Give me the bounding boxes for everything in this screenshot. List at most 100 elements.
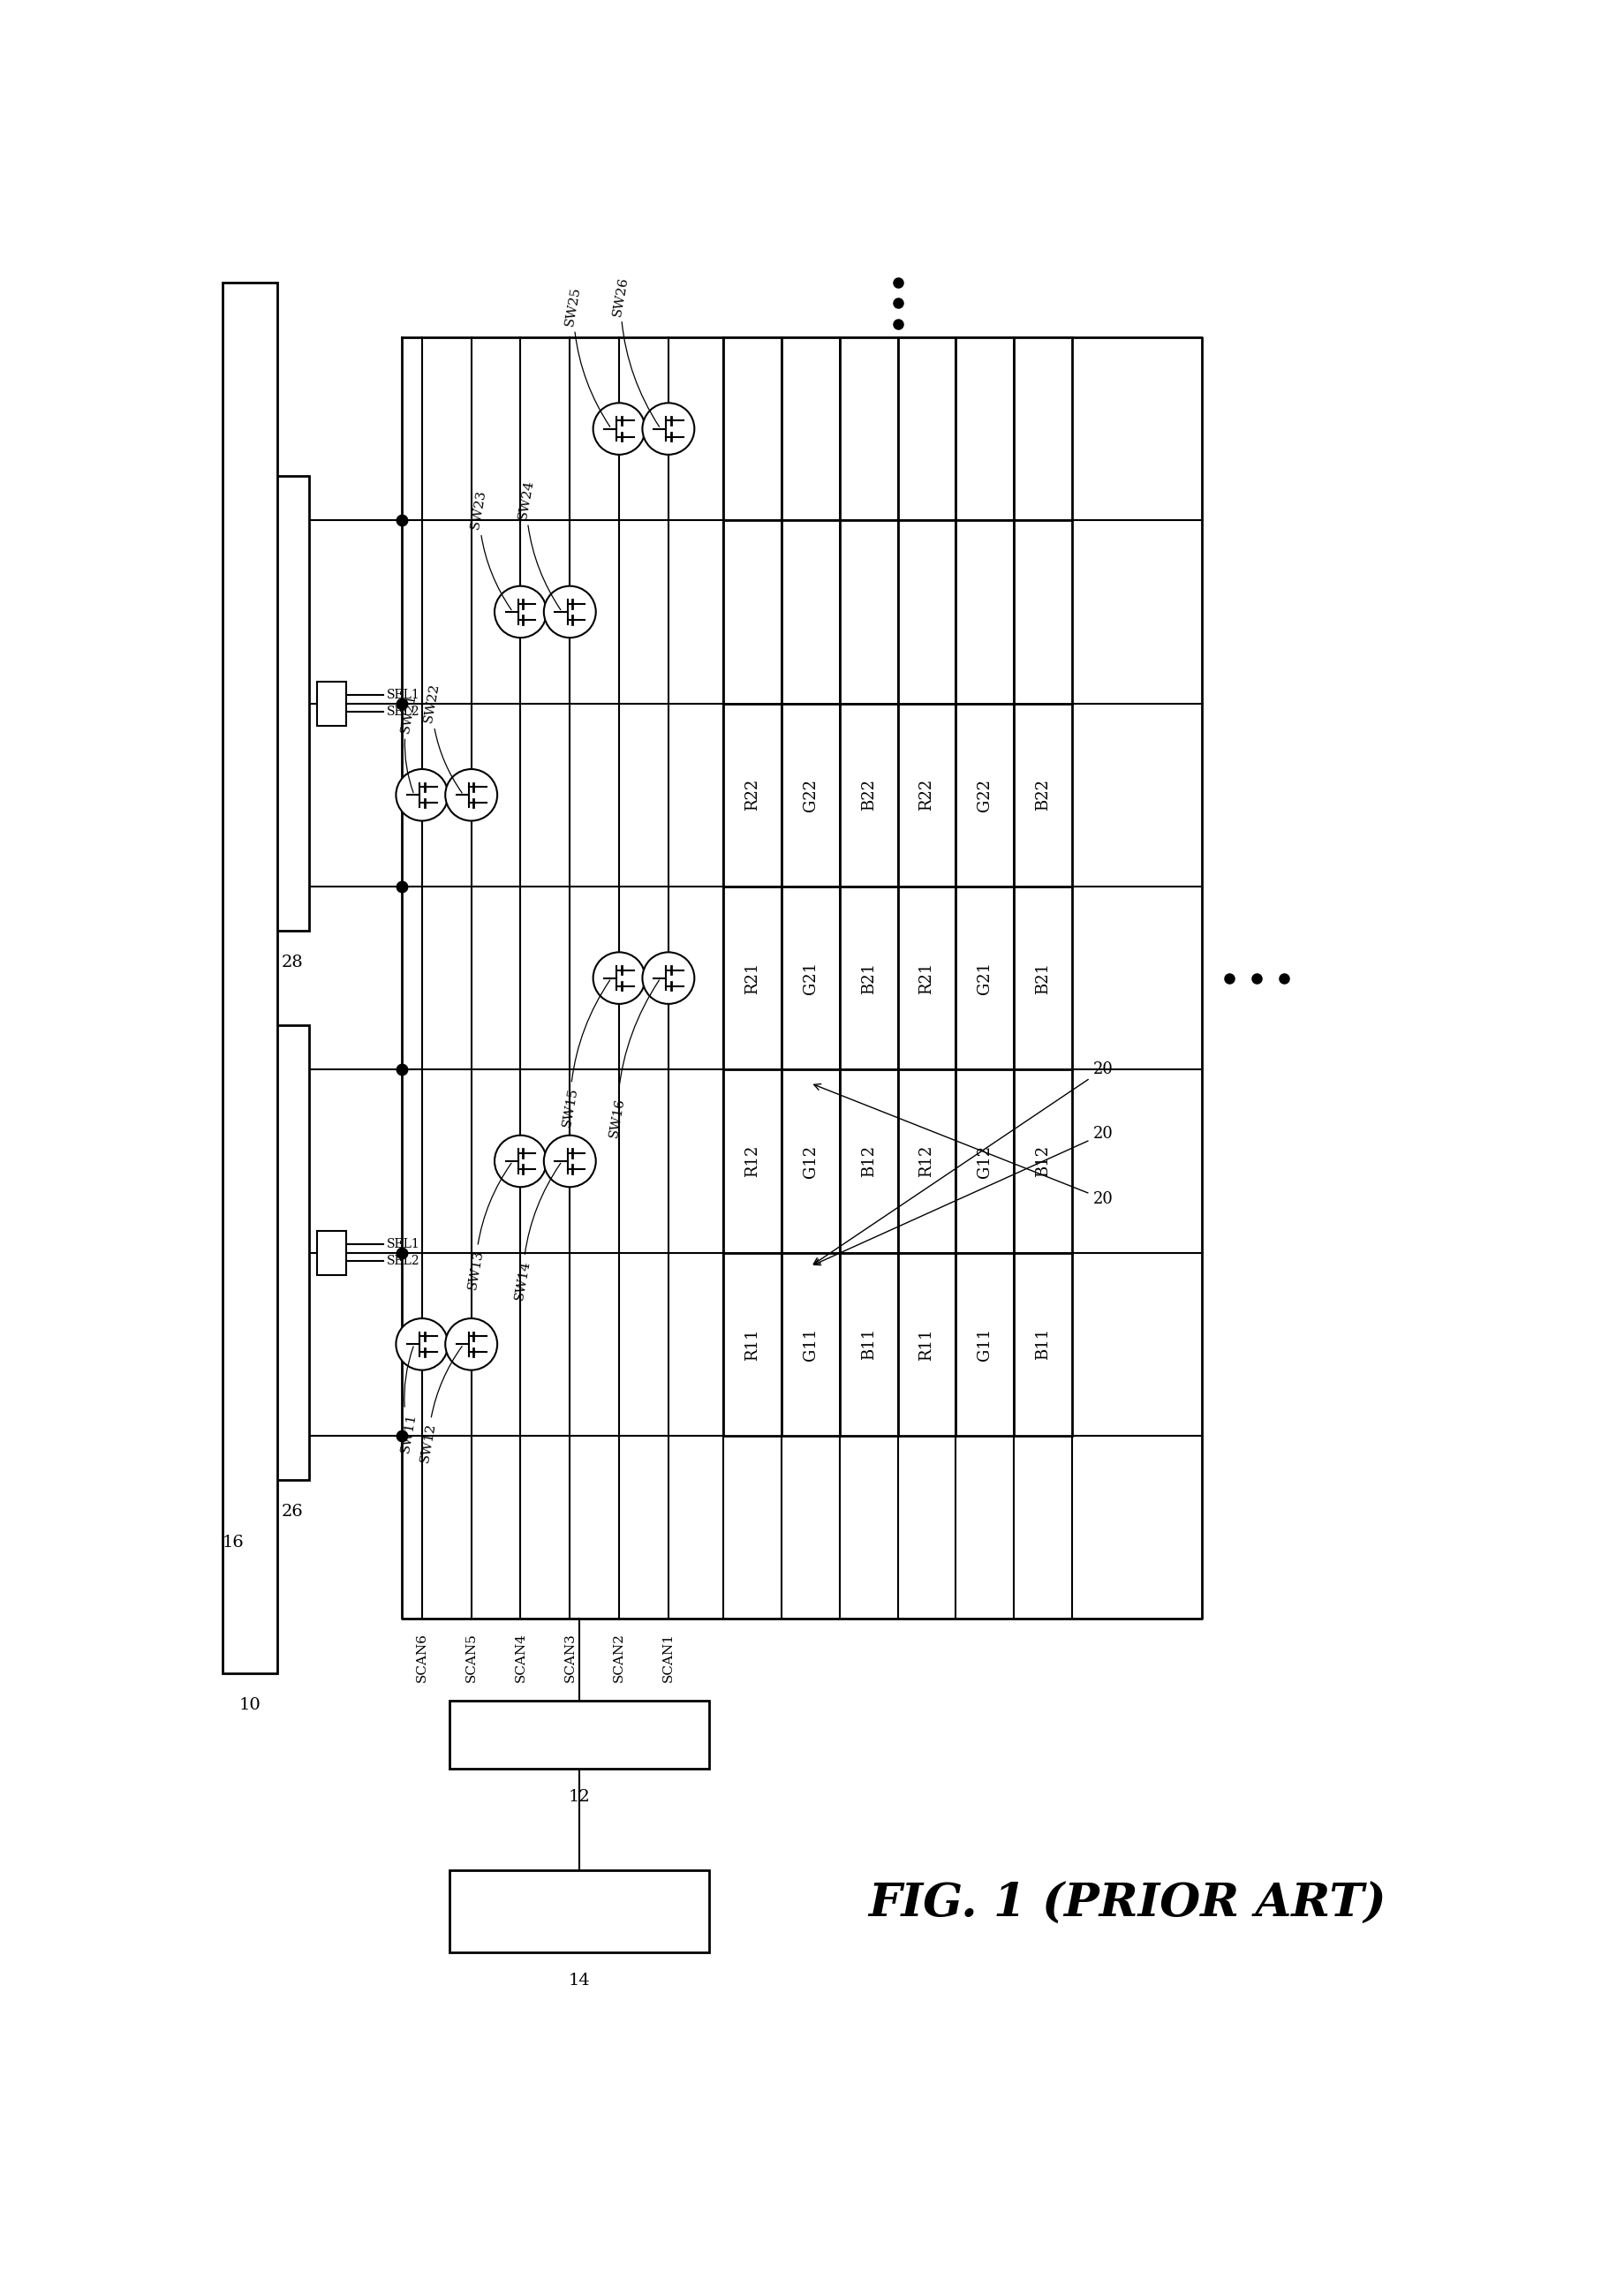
Text: B21: B21 (1034, 961, 1051, 995)
Circle shape (593, 952, 645, 1004)
Text: 14: 14 (568, 1972, 591, 1988)
Text: G11: G11 (978, 1327, 992, 1361)
Text: SW13: SW13 (466, 1163, 512, 1290)
Circle shape (544, 586, 596, 638)
Text: SEL1: SEL1 (387, 1238, 421, 1250)
Text: B12: B12 (1034, 1145, 1051, 1177)
Bar (723, 520, 781, 704)
Bar (1013, 886, 1072, 1070)
Circle shape (643, 952, 695, 1004)
Circle shape (445, 770, 497, 820)
Bar (840, 1252, 898, 1436)
Text: B11: B11 (1034, 1329, 1051, 1361)
Text: SW21: SW21 (400, 693, 417, 793)
Bar (781, 520, 840, 704)
Bar (1013, 520, 1072, 704)
Bar (957, 1070, 1013, 1252)
Text: 12: 12 (568, 1788, 591, 1804)
Text: SW26: SW26 (611, 275, 659, 427)
Bar (1013, 704, 1072, 886)
Text: 16: 16 (222, 1534, 244, 1550)
Bar (450, 1699, 710, 1768)
Bar (723, 336, 781, 520)
Text: 20: 20 (814, 1061, 1112, 1263)
Bar (723, 1070, 781, 1252)
Bar (261, 477, 309, 932)
Text: B21: B21 (861, 961, 877, 995)
Text: G21: G21 (978, 961, 992, 995)
Circle shape (445, 1318, 497, 1370)
Text: B12: B12 (861, 1145, 877, 1177)
Circle shape (396, 1318, 448, 1370)
Bar (781, 336, 840, 520)
Text: SEL2: SEL2 (387, 1254, 421, 1268)
Text: 20: 20 (814, 1127, 1112, 1266)
Bar (898, 520, 957, 704)
Text: B22: B22 (1034, 779, 1051, 811)
Text: R21: R21 (744, 961, 760, 995)
Text: G21: G21 (802, 961, 818, 995)
Text: 20: 20 (814, 1084, 1112, 1206)
Circle shape (593, 402, 645, 454)
Text: SCAN2: SCAN2 (612, 1634, 625, 1681)
Text: SCAN6: SCAN6 (416, 1634, 429, 1681)
Bar (898, 1070, 957, 1252)
Text: G22: G22 (802, 779, 818, 811)
Text: R22: R22 (744, 779, 760, 811)
Circle shape (544, 1136, 596, 1186)
Bar (957, 1252, 1013, 1436)
Text: SW25: SW25 (564, 286, 611, 427)
Bar (957, 336, 1013, 520)
Text: G12: G12 (802, 1145, 818, 1177)
Bar (450, 1870, 710, 1952)
Text: R21: R21 (919, 961, 935, 995)
Text: SW12: SW12 (419, 1347, 463, 1463)
Bar (723, 886, 781, 1070)
Bar (781, 704, 840, 886)
Text: B22: B22 (861, 779, 877, 811)
Text: SCAN1: SCAN1 (663, 1634, 674, 1681)
Bar (1013, 1252, 1072, 1436)
Bar (261, 1025, 309, 1479)
Bar (1013, 1070, 1072, 1252)
Bar (781, 1070, 840, 1252)
Bar (781, 886, 840, 1070)
Circle shape (396, 770, 448, 820)
Bar (723, 704, 781, 886)
Text: SW14: SW14 (513, 1163, 560, 1302)
Bar (840, 704, 898, 886)
Text: 26: 26 (281, 1504, 304, 1520)
Text: SW23: SW23 (469, 488, 512, 609)
Bar (317, 682, 346, 725)
Bar (840, 336, 898, 520)
Bar (840, 1070, 898, 1252)
Bar (898, 1252, 957, 1436)
Text: SEL1: SEL1 (387, 688, 421, 702)
Text: R12: R12 (744, 1145, 760, 1177)
Bar (222, 282, 278, 1672)
Text: R12: R12 (919, 1145, 935, 1177)
Text: 10: 10 (239, 1697, 260, 1713)
Text: SCAN3: SCAN3 (564, 1634, 577, 1681)
Text: SW24: SW24 (516, 479, 560, 609)
Text: SCAN5: SCAN5 (464, 1634, 477, 1681)
Bar (840, 886, 898, 1070)
Bar (898, 336, 957, 520)
Bar (1013, 336, 1072, 520)
Bar (317, 1231, 346, 1275)
Circle shape (495, 1136, 547, 1186)
Text: FIG. 1 (PRIOR ART): FIG. 1 (PRIOR ART) (867, 1881, 1385, 1927)
Circle shape (495, 586, 547, 638)
Text: SW15: SW15 (560, 979, 611, 1127)
Text: 28: 28 (281, 954, 304, 970)
Bar (723, 1252, 781, 1436)
Text: R11: R11 (919, 1329, 935, 1361)
Bar (840, 520, 898, 704)
Text: B11: B11 (861, 1329, 877, 1361)
Bar (898, 886, 957, 1070)
Text: G11: G11 (802, 1327, 818, 1361)
Text: G12: G12 (978, 1145, 992, 1177)
Bar (957, 520, 1013, 704)
Text: R22: R22 (919, 779, 935, 811)
Bar (957, 704, 1013, 886)
